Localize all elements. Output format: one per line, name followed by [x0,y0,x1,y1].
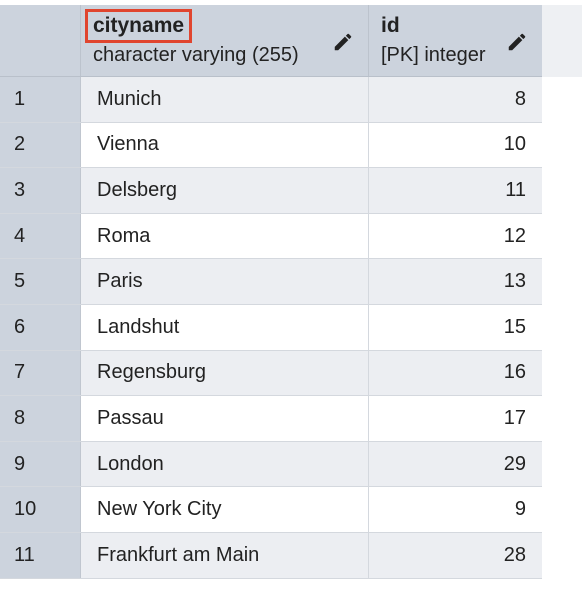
row-number[interactable]: 5 [0,259,81,304]
pencil-icon[interactable] [506,31,528,53]
header-filler [542,5,582,77]
cityname-cell[interactable]: Passau [81,396,369,441]
id-cell[interactable]: 9 [369,487,542,532]
cityname-cell[interactable]: Frankfurt am Main [81,532,369,578]
row-number[interactable]: 4 [0,213,81,259]
column-header-cityname[interactable]: cityname character varying (255) [81,5,369,76]
pencil-icon[interactable] [332,31,354,53]
cityname-cell[interactable]: Munich [81,77,369,122]
table-row[interactable]: 3 Delsberg 11 [0,168,542,214]
cityname-cell[interactable]: Vienna [81,122,369,168]
cityname-cell[interactable]: Paris [81,259,369,304]
table-row[interactable]: 11 Frankfurt am Main 28 [0,532,542,579]
id-cell[interactable]: 28 [369,532,542,578]
cityname-cell[interactable]: New York City [81,487,369,532]
row-number[interactable]: 8 [0,396,81,441]
cityname-cell[interactable]: London [81,441,369,487]
id-cell[interactable]: 11 [369,168,542,213]
column-name-cityname[interactable]: cityname [84,9,193,43]
cityname-cell[interactable]: Regensburg [81,350,369,396]
table-row[interactable]: 5 Paris 13 [0,259,542,305]
row-number[interactable]: 7 [0,350,81,396]
column-name-id[interactable]: id [381,14,400,37]
column-header-id[interactable]: id [PK] integer [369,5,542,76]
row-number[interactable]: 3 [0,168,81,213]
id-cell[interactable]: 8 [369,77,542,122]
id-cell[interactable]: 12 [369,213,542,259]
id-cell[interactable]: 17 [369,396,542,441]
row-number[interactable]: 2 [0,122,81,168]
id-cell[interactable]: 16 [369,350,542,396]
cityname-cell[interactable]: Landshut [81,304,369,350]
cityname-cell[interactable]: Delsberg [81,168,369,213]
table-row[interactable]: 10 New York City 9 [0,487,542,533]
row-number-header [0,5,81,76]
table-row[interactable]: 7 Regensburg 16 [0,350,542,397]
id-cell[interactable]: 29 [369,441,542,487]
column-type-id: [PK] integer [381,44,486,66]
cityname-cell[interactable]: Roma [81,213,369,259]
row-number[interactable]: 9 [0,441,81,487]
table-row[interactable]: 8 Passau 17 [0,396,542,442]
id-cell[interactable]: 10 [369,122,542,168]
row-number[interactable]: 6 [0,304,81,350]
table-row[interactable]: 1 Munich 8 [0,77,542,123]
id-cell[interactable]: 15 [369,304,542,350]
grid-header: cityname character varying (255) id [PK]… [0,5,542,77]
row-number[interactable]: 11 [0,532,81,578]
row-number[interactable]: 10 [0,487,81,532]
results-grid: cityname character varying (255) id [PK]… [0,5,542,579]
row-number[interactable]: 1 [0,77,81,122]
table-row[interactable]: 4 Roma 12 [0,213,542,260]
table-row[interactable]: 6 Landshut 15 [0,304,542,351]
table-row[interactable]: 2 Vienna 10 [0,122,542,169]
id-cell[interactable]: 13 [369,259,542,304]
column-type-cityname: character varying (255) [93,44,299,66]
table-row[interactable]: 9 London 29 [0,441,542,488]
